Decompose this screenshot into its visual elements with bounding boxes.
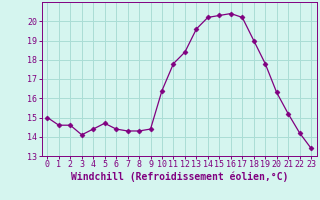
X-axis label: Windchill (Refroidissement éolien,°C): Windchill (Refroidissement éolien,°C) <box>70 172 288 182</box>
